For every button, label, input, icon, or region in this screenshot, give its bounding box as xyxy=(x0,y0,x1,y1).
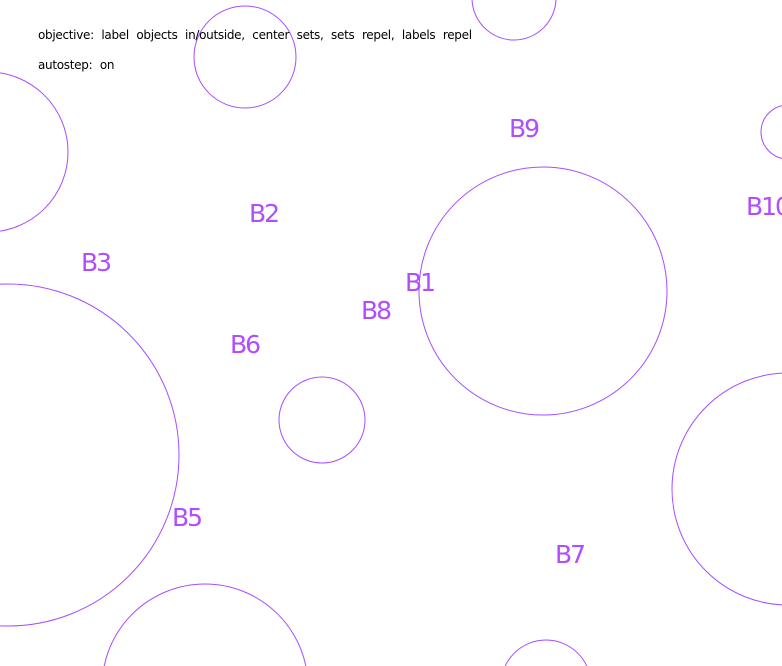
objective-status: objective: label objects in/outside, cen… xyxy=(38,28,472,42)
set-label-b6[interactable]: B6 xyxy=(230,330,262,359)
label-layer: B1 B2 B3 B5 B6 B7 B8 B9 B10 xyxy=(81,114,782,569)
set-label-b10[interactable]: B10 xyxy=(746,192,782,221)
set-circle xyxy=(671,372,782,606)
set-label-b9[interactable]: B9 xyxy=(509,114,541,143)
set-circle xyxy=(760,105,782,159)
set-label-b3[interactable]: B3 xyxy=(81,248,112,277)
set-label-b2[interactable]: B2 xyxy=(249,199,280,228)
set-circle xyxy=(0,72,69,232)
set-label-b7[interactable]: B7 xyxy=(555,540,586,569)
set-circle xyxy=(418,166,668,416)
objective-value: label objects in/outside, center sets, s… xyxy=(101,28,472,42)
set-circle xyxy=(193,5,297,109)
set-label-b8[interactable]: B8 xyxy=(361,296,393,325)
autostep-status: autostep: on xyxy=(38,58,114,72)
set-circle xyxy=(278,376,366,464)
set-circle xyxy=(0,283,180,627)
autostep-label: autostep: xyxy=(38,58,93,72)
objective-label: objective: xyxy=(38,28,94,42)
set-label-b5[interactable]: B5 xyxy=(172,503,203,532)
set-circle xyxy=(103,583,307,666)
set-circle xyxy=(471,0,557,41)
set-label-b1[interactable]: B1 xyxy=(405,268,436,297)
autostep-value: on xyxy=(99,58,115,72)
set-circle xyxy=(504,639,588,666)
